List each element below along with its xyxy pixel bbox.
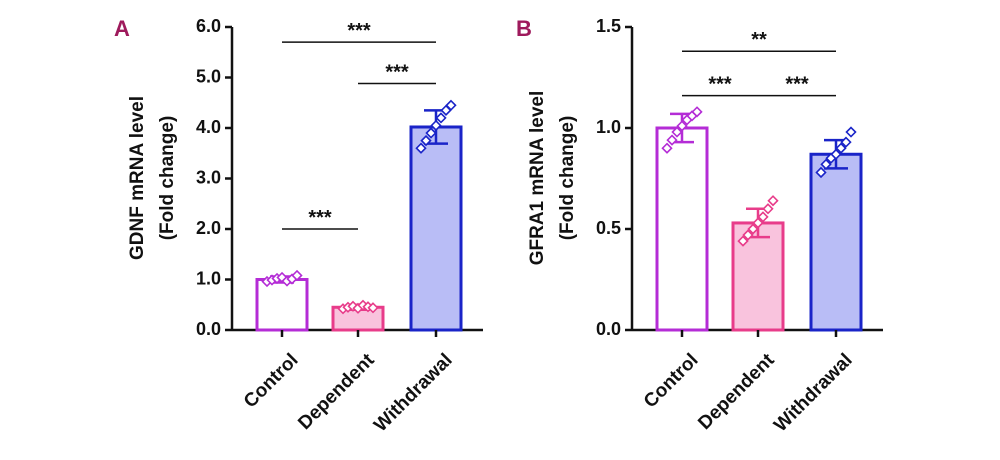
- panel-b-data-point: [676, 120, 688, 132]
- panel-a-category-label: Control: [240, 350, 303, 413]
- panel-b-data-point: [752, 217, 764, 229]
- panel-b-data-point: [661, 142, 673, 154]
- panel-b-y-tick-label: 0.0: [596, 319, 621, 339]
- panel-a-data-point: [430, 119, 442, 132]
- panel-b-y-axis-label-line1: GFRA1 mRNA level: [527, 91, 548, 266]
- panel-a-significance-label: ***: [347, 20, 371, 42]
- panel-a-chart: A 0.0 1.0 2.0 3.0 4.0 5.0 6.0 GDNF mRNA level (Fo…: [114, 16, 483, 436]
- panel-b-data-point: [742, 229, 754, 241]
- panel-a-category-label: Withdrawal: [370, 350, 456, 436]
- panel-b-chart: B 0.0 0.5 1.0 1.5 GFRA1 mRNA level (Fold chang…: [516, 16, 883, 436]
- panel-a-y-tick-label: 4.0: [196, 117, 221, 137]
- panel-b-data-point: [691, 106, 703, 118]
- panel-b-category-label: Withdrawal: [770, 350, 856, 436]
- panel-b-data-point: [820, 158, 832, 170]
- panel-b-bar-withdrawal: [809, 152, 863, 332]
- panel-a-data-point: [367, 302, 379, 314]
- panel-a-data-point: [291, 269, 303, 282]
- panel-b-data-point: [845, 126, 857, 138]
- panel-a-category-label: Dependent: [294, 349, 379, 434]
- panel-b-data-point: [757, 211, 769, 223]
- panel-a-bar-control: [255, 278, 309, 332]
- panel-b-category-label: Control: [640, 350, 703, 413]
- panel-a-bar-withdrawal: [409, 125, 463, 332]
- panel-b-category-label: Dependent: [694, 349, 779, 434]
- panel-a-y-tick-label: 1.0: [196, 268, 221, 288]
- panel-b-letter: B: [516, 16, 532, 41]
- panel-b-data-point: [815, 166, 827, 179]
- panel-b-data-point: [666, 134, 678, 146]
- panel-a-significance-label: ***: [308, 207, 332, 229]
- panel-a-letter: A: [114, 16, 130, 41]
- panel-a-y-tick-label: 6.0: [196, 16, 221, 36]
- panel-a-data-point: [415, 142, 427, 154]
- panel-a-data-point: [425, 127, 437, 139]
- panel-b-y-axis-label-line2: (Fold change): [557, 116, 578, 241]
- panel-b-data-point: [747, 223, 759, 235]
- panel-b-bar-control: [655, 126, 709, 332]
- panel-b-data-point: [762, 203, 774, 215]
- panel-a-y-tick-label: 0.0: [196, 319, 221, 339]
- panel-b-data-point: [767, 195, 779, 207]
- panel-a-significance-label: ***: [385, 62, 409, 84]
- panel-b-data-point: [671, 126, 683, 138]
- panel-a-data-point: [420, 134, 432, 147]
- panel-a-y-tick-label: 2.0: [196, 218, 221, 238]
- panel-b-significance-label: **: [751, 29, 767, 51]
- panel-b-y-tick-label: 1.0: [596, 117, 621, 137]
- panel-b-data-point: [835, 142, 847, 154]
- panel-b-data-point: [830, 148, 842, 160]
- panel-b-data-point: [840, 136, 852, 148]
- panel-a-data-point: [445, 99, 457, 111]
- panel-a-y-tick-label: 3.0: [196, 167, 221, 187]
- panel-b-y-tick-label: 1.5: [596, 16, 621, 36]
- panel-a-y-axis-label-line2: (Fold change): [157, 116, 178, 241]
- panel-b-data-point: [737, 235, 749, 247]
- panel-a-y-tick-label: 5.0: [196, 66, 221, 86]
- panel-b-y-tick-label: 0.5: [596, 218, 621, 238]
- panel-a-y-axis-label-line1: GDNF mRNA level: [127, 96, 148, 260]
- panel-b-significance-label: ***: [785, 74, 809, 96]
- panel-b-significance-label: ***: [708, 74, 732, 96]
- panel-a-data-point: [435, 112, 447, 124]
